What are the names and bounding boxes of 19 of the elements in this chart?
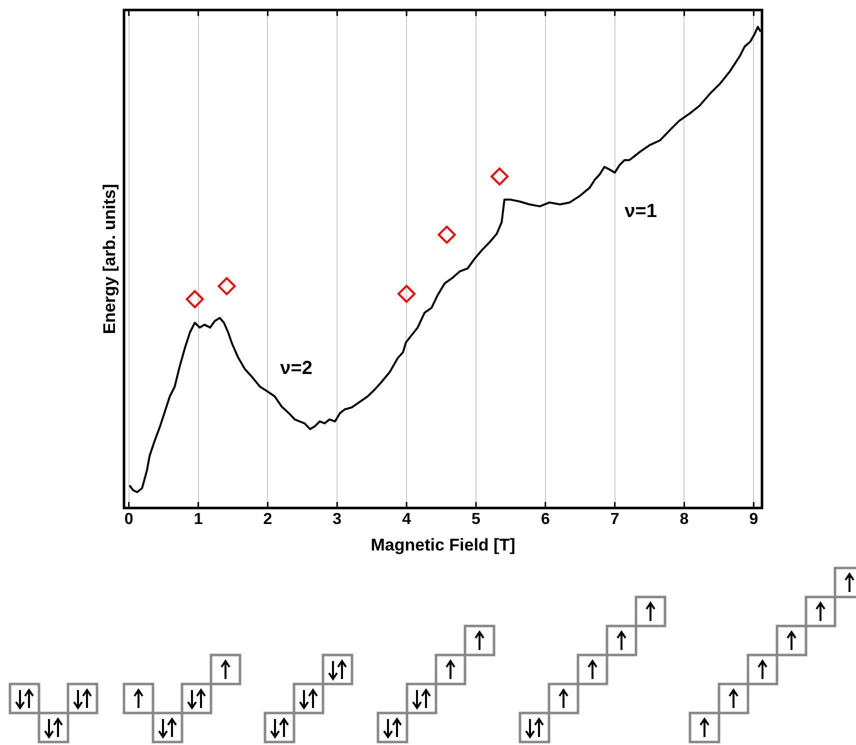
point <box>490 167 509 186</box>
point <box>186 290 204 308</box>
x-tick-label: 5 <box>472 511 481 528</box>
x-tick-label: 3 <box>332 511 342 528</box>
x-tick-label: 2 <box>263 511 272 528</box>
annotation: ν=2 <box>280 358 312 379</box>
x-tick-label: 9 <box>749 511 758 528</box>
x-tick-label: 6 <box>540 511 550 528</box>
point <box>438 226 456 244</box>
point <box>218 277 236 296</box>
x-tick-label: 1 <box>194 511 203 528</box>
x-tick-label: 7 <box>610 511 620 528</box>
x-tick-label: 0 <box>124 511 134 528</box>
x-tick-label: 4 <box>402 511 412 528</box>
point <box>398 284 416 303</box>
x-axis-title: Magnetic Field [T] <box>370 535 516 554</box>
y-axis-title: Energy [arb. units] <box>100 184 119 334</box>
annotation: ν=1 <box>624 200 658 222</box>
x-tick-label: 8 <box>680 511 689 528</box>
